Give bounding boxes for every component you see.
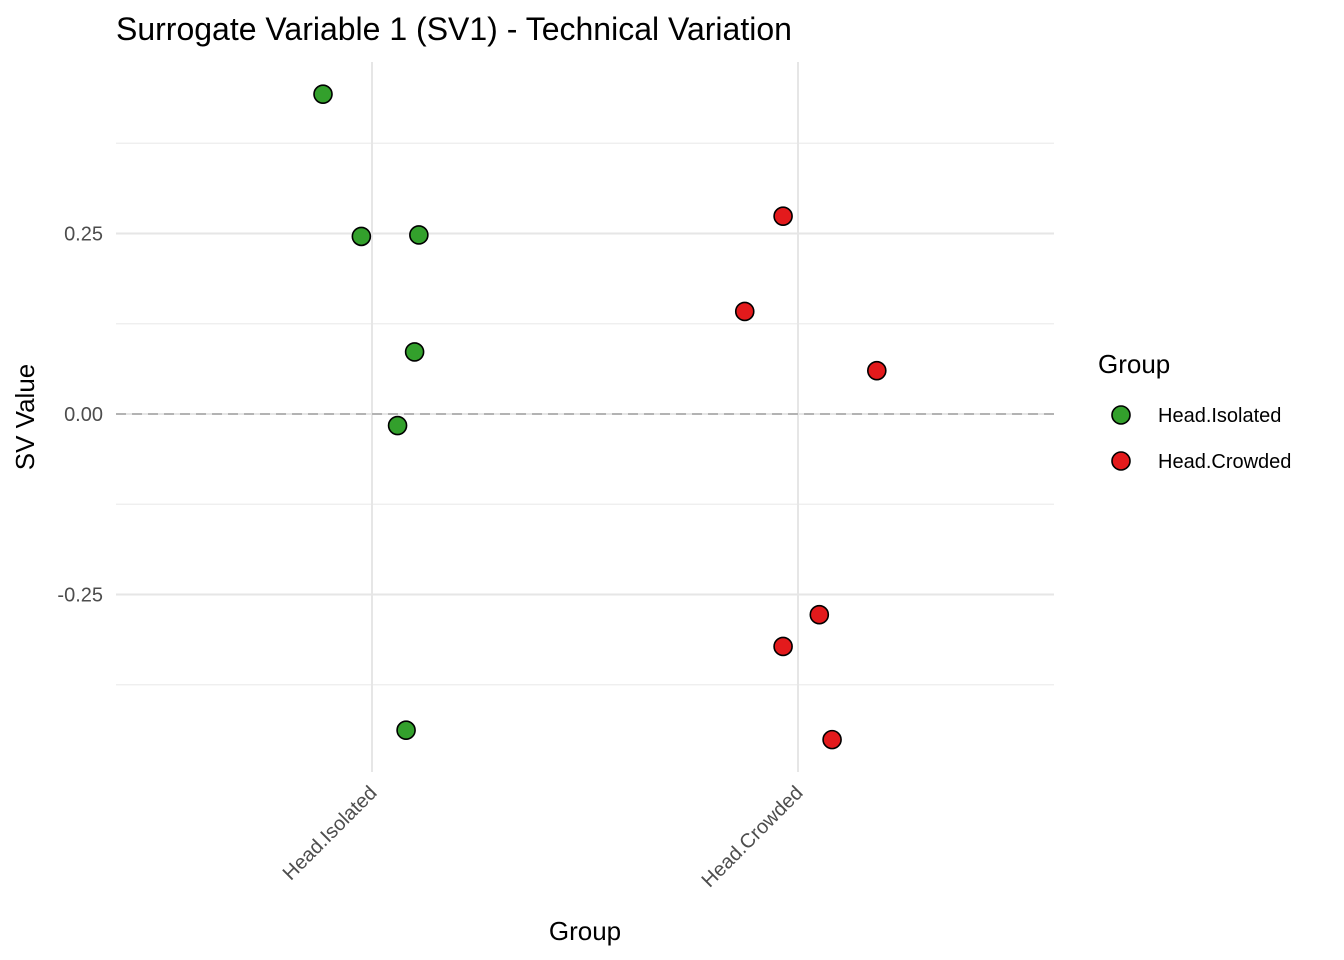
legend-key-head-isolated [1111, 405, 1131, 425]
data-point-head-isolated [387, 415, 408, 436]
legend: Group Head.Isolated Head.Crowded [1098, 349, 1291, 473]
y-axis-label: SV Value [10, 364, 40, 470]
y-tick-label: 0.25 [64, 224, 103, 246]
x-tick-label: Head.Crowded [698, 782, 808, 892]
legend-title: Group [1098, 349, 1170, 379]
data-point-head-isolated [396, 720, 416, 741]
legend-label: Head.Isolated [1158, 405, 1281, 427]
data-point-head-crowded [773, 636, 793, 657]
data-points [313, 84, 887, 750]
x-axis-ticks: Head.Isolated Head.Crowded [279, 782, 808, 892]
y-tick-label: -0.25 [57, 585, 103, 607]
chart-title: Surrogate Variable 1 (SV1) - Technical V… [116, 11, 792, 47]
data-point-head-crowded [773, 206, 793, 226]
data-point-head-crowded [867, 360, 887, 381]
data-point-head-isolated [313, 84, 333, 104]
data-point-head-crowded [822, 729, 842, 750]
data-point-head-isolated [404, 342, 425, 362]
data-point-head-isolated [351, 226, 372, 247]
data-point-head-crowded [734, 301, 755, 322]
x-tick-label: Head.Isolated [279, 782, 382, 885]
data-point-head-crowded [809, 604, 830, 625]
x-axis-label: Group [549, 916, 621, 946]
y-axis-ticks: 0.25 0.00 -0.25 [57, 224, 103, 607]
data-point-head-isolated [409, 225, 429, 245]
legend-key-head-crowded [1111, 451, 1131, 471]
y-tick-label: 0.00 [64, 404, 103, 426]
plot-grid [116, 62, 1054, 772]
legend-label: Head.Crowded [1158, 451, 1291, 473]
